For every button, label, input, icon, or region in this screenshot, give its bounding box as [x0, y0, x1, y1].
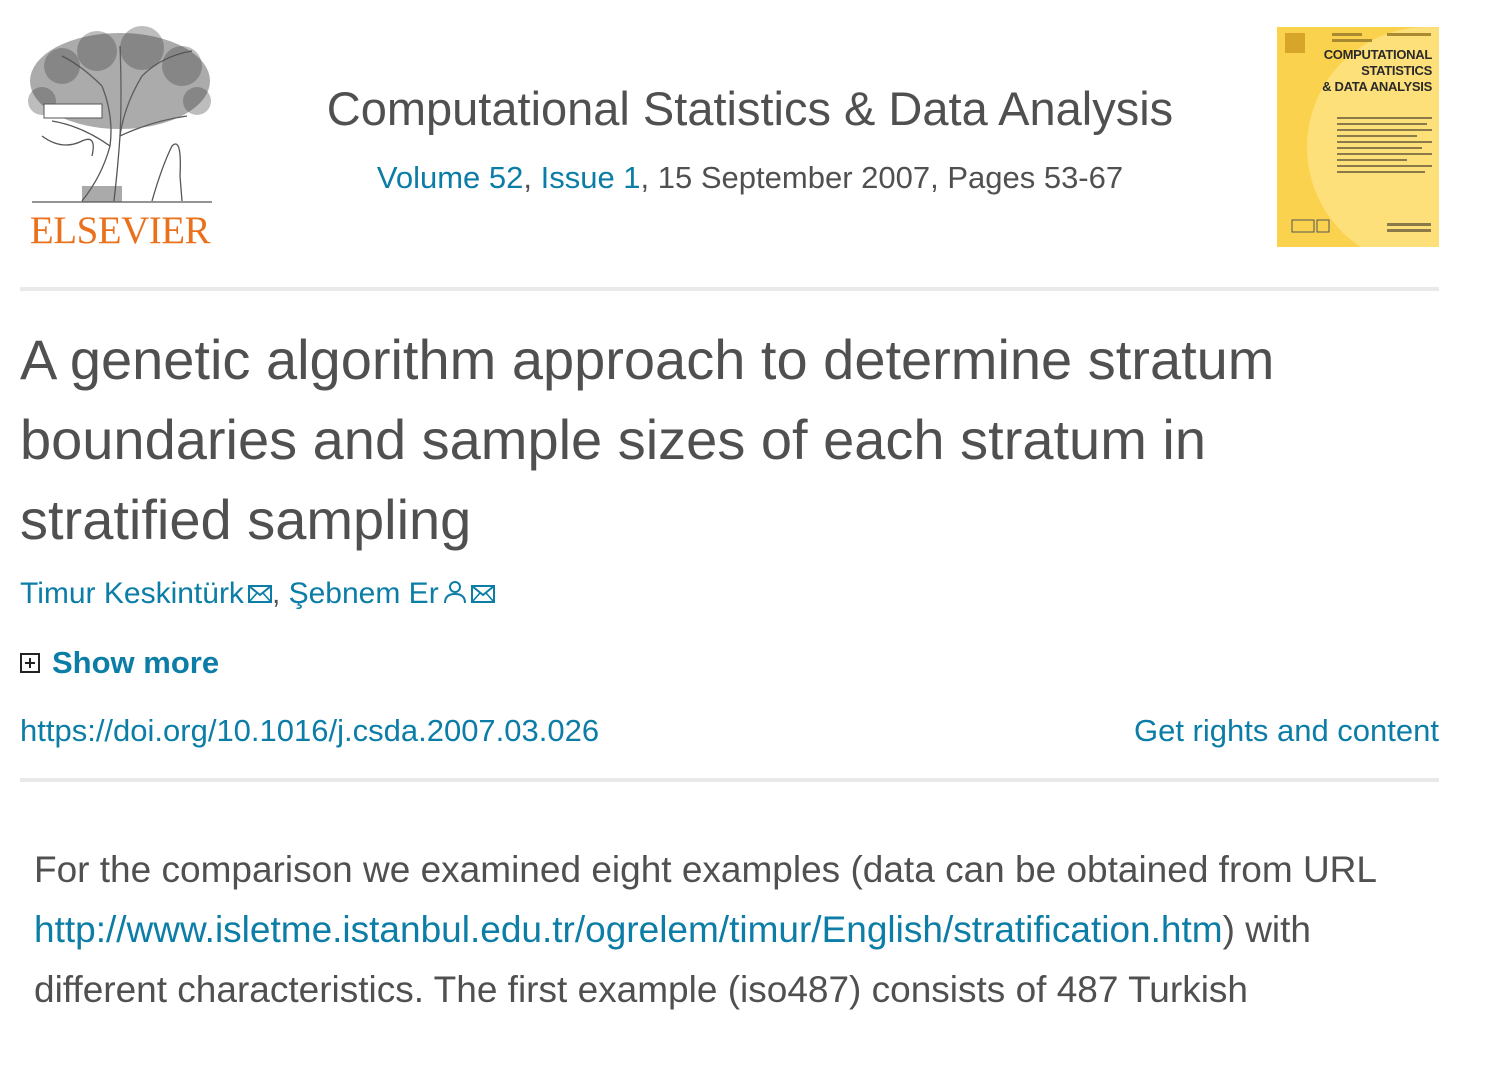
body-text-segment: ) with different characteristics. The fi…: [34, 909, 1311, 1010]
author-link[interactable]: Şebnem Er: [288, 577, 439, 610]
get-rights-link[interactable]: Get rights and content: [1133, 713, 1439, 748]
envelope-icon[interactable]: [247, 584, 272, 604]
header-divider: [20, 287, 1439, 291]
body-paragraph: For the comparison we examined eight exa…: [34, 840, 1454, 1020]
issue-separator-2: ,: [640, 160, 658, 195]
show-more-button[interactable]: Show more: [20, 645, 219, 681]
elsevier-wordmark: ELSEVIER: [29, 209, 211, 252]
article-title: A genetic algorithm approach to determin…: [20, 328, 1275, 551]
author-separator: ,: [271, 577, 289, 610]
elsevier-logo[interactable]: ELSEVIER: [20, 26, 220, 254]
issue-separator: ,: [523, 160, 541, 195]
tree-logo-icon: [28, 26, 212, 203]
cover-title-line: & DATA ANALYSIS: [1322, 79, 1432, 94]
cover-title-line: STATISTICS: [1361, 63, 1432, 78]
journal-cover-image[interactable]: COMPUTATIONAL STATISTICS & DATA ANALYSIS: [1277, 27, 1439, 247]
article-divider: [20, 778, 1439, 782]
doi-link[interactable]: https://doi.org/10.1016/j.csda.2007.03.0…: [20, 713, 600, 748]
volume-link[interactable]: Volume 52: [376, 160, 524, 195]
author-list: Timur Keskintürk, Şebnem Er: [20, 577, 495, 611]
plus-box-icon: [20, 653, 40, 673]
issue-link[interactable]: Issue 1: [540, 160, 641, 195]
cover-title: COMPUTATIONAL STATISTICS & DATA ANALYSIS: [1322, 47, 1432, 95]
issue-details: 15 September 2007, Pages 53-67: [657, 160, 1124, 195]
cover-title-line: COMPUTATIONAL: [1323, 47, 1433, 62]
body-text-segment: For the comparison we examined eight exa…: [34, 849, 1376, 890]
show-more-label: Show more: [52, 645, 220, 680]
stratification-data-link[interactable]: http://www.isletme.istanbul.edu.tr/ogrel…: [34, 909, 1223, 950]
author-link[interactable]: Timur Keskintürk: [20, 577, 244, 610]
envelope-icon[interactable]: [470, 584, 495, 604]
issue-info: Volume 52, Issue 1, 15 September 2007, P…: [240, 160, 1260, 196]
person-icon[interactable]: [443, 580, 467, 604]
cover-art-icon: [1285, 27, 1439, 247]
journal-title[interactable]: Computational Statistics & Data Analysis: [326, 82, 1174, 135]
journal-header: Computational Statistics & Data Analysis…: [240, 78, 1260, 196]
